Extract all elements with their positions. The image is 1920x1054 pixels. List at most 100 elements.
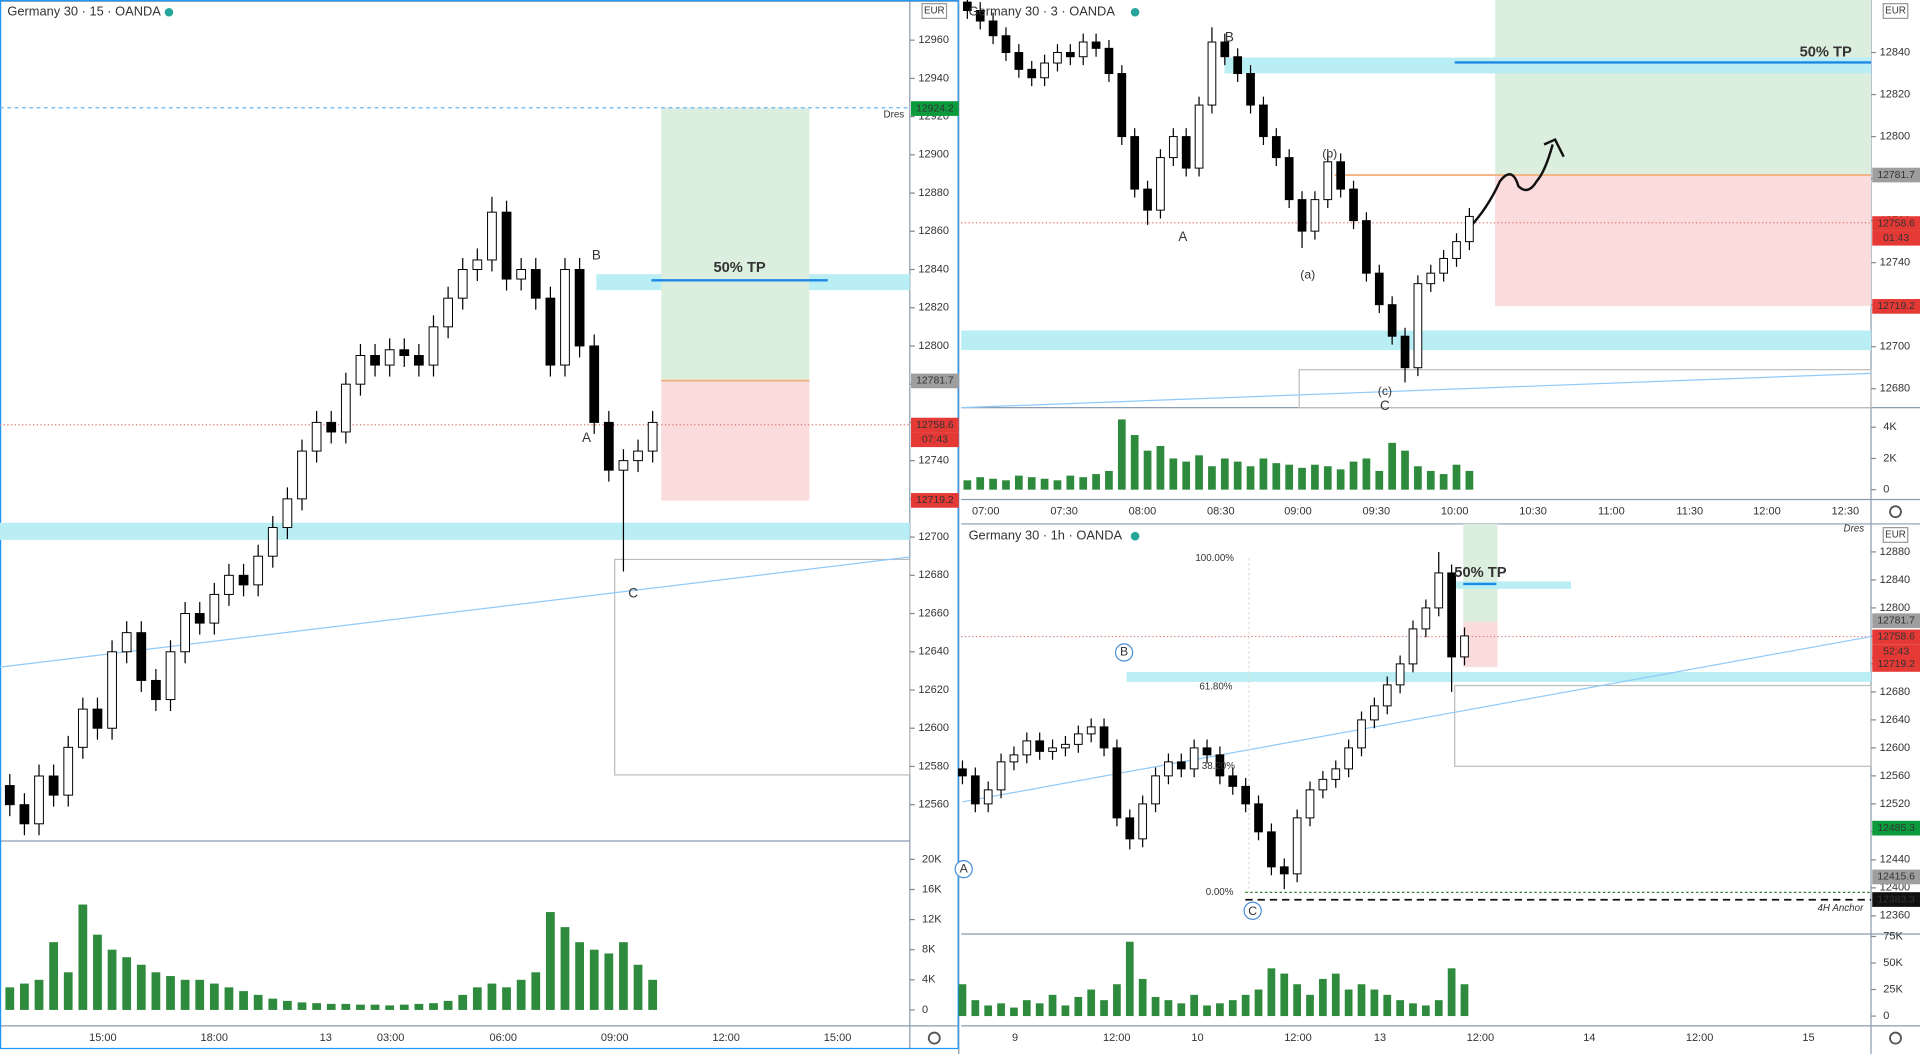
volume-bar — [1306, 994, 1314, 1017]
x-tick-label: 12:00 — [1753, 506, 1781, 518]
volume-bar — [589, 949, 599, 1010]
volume-bar — [648, 979, 658, 1010]
candle-body — [121, 632, 132, 653]
candle-body — [1292, 817, 1302, 875]
volume-bar — [224, 987, 234, 1010]
volume-bar — [1087, 989, 1096, 1017]
candle-body — [267, 527, 278, 557]
volume-bar — [268, 998, 278, 1010]
volume-bar — [34, 979, 44, 1010]
candle-body — [428, 326, 439, 366]
y-tick-label: 12620 — [918, 684, 949, 696]
volume-bar — [1216, 1003, 1224, 1017]
y-tick-label: 12740 — [918, 455, 949, 467]
candle-body — [1207, 41, 1217, 106]
drawing — [1224, 57, 1872, 74]
volume-bar — [1414, 466, 1422, 490]
candle-body — [1297, 199, 1307, 232]
volume-bar — [1422, 1005, 1430, 1017]
candle-body — [1176, 761, 1186, 770]
price-marker — [1872, 629, 1920, 645]
drawing — [0, 522, 910, 540]
settings-button[interactable] — [1889, 1031, 1902, 1045]
candle-body — [1189, 747, 1199, 770]
countdown-box — [1872, 644, 1920, 659]
drawing — [661, 380, 810, 501]
volume-bar — [312, 1003, 321, 1010]
candle-body — [209, 593, 220, 624]
volume-bar — [958, 984, 967, 1017]
candle-body — [516, 269, 527, 280]
candle-body — [1202, 747, 1212, 756]
volume-bar — [122, 957, 132, 1010]
volume-bar — [166, 976, 175, 1010]
volume-bar — [1208, 466, 1216, 490]
volume-bar — [560, 927, 570, 1010]
candle-body — [1460, 635, 1469, 658]
x-tick-label: 12:00 — [1103, 1032, 1131, 1044]
candle-body — [1439, 257, 1448, 274]
volume-bar — [1195, 455, 1203, 490]
candle-body — [282, 498, 293, 529]
annotation: C — [628, 585, 638, 600]
volume-bar — [253, 994, 263, 1010]
y-tick-label: 12900 — [918, 149, 949, 161]
candle-body — [1349, 188, 1358, 222]
volume-bar — [1220, 458, 1229, 490]
candle-body — [1254, 803, 1263, 833]
x-tick-label: 9 — [1012, 1032, 1018, 1044]
candle-body — [1040, 62, 1049, 79]
y-tick-label: 12640 — [918, 646, 949, 658]
candle-body — [1284, 157, 1294, 201]
candle-body — [1331, 768, 1341, 780]
y-tick-label: 12740 — [1880, 257, 1911, 269]
candle-body — [970, 775, 980, 805]
volume-bar — [1014, 475, 1023, 490]
candle-body — [340, 383, 351, 433]
volume-bar — [1396, 1000, 1404, 1017]
price-marker-label: 12924.2 — [916, 103, 954, 114]
settings-button[interactable] — [927, 1031, 941, 1045]
volume-bar — [1138, 978, 1147, 1017]
drawing — [1126, 672, 1872, 682]
x-tick-label: 09:00 — [601, 1032, 629, 1044]
volume-bar — [531, 972, 541, 1010]
drawing — [1454, 684, 1872, 767]
price-marker-label: 12758.6 — [1877, 218, 1915, 229]
candle-body — [1233, 56, 1243, 75]
candle-body — [1434, 572, 1444, 609]
candle-body — [1310, 199, 1320, 232]
x-tick-label: 13 — [1374, 1032, 1386, 1044]
volume-bar — [1100, 1000, 1108, 1017]
drawing — [1463, 523, 1498, 622]
status-dot — [1130, 531, 1140, 541]
volume-bar — [1169, 458, 1178, 490]
volume-tick-label: 75K — [1883, 930, 1903, 942]
volume-bar — [1203, 1005, 1211, 1017]
x-tick-label: 09:30 — [1363, 506, 1391, 518]
countdown: 07:43 — [922, 435, 948, 446]
candle-body — [151, 679, 161, 701]
volume-bar — [195, 979, 205, 1010]
price-marker — [911, 493, 959, 508]
candle-body — [1073, 733, 1083, 745]
countdown-box — [1872, 230, 1920, 246]
volume-tick-label: 8K — [922, 944, 936, 956]
volume-bar — [1254, 989, 1263, 1017]
currency: EUR — [1885, 6, 1906, 17]
y-tick-label: 12560 — [918, 799, 949, 811]
volume-bar — [107, 949, 117, 1010]
volume-bar — [458, 994, 468, 1010]
annotation: B — [1225, 30, 1234, 45]
y-tick-label: 12880 — [918, 187, 949, 199]
candle-body — [19, 804, 30, 825]
volume-bar — [487, 983, 497, 1010]
candle-body — [107, 651, 117, 729]
volume-bar — [20, 983, 29, 1010]
drawing — [1243, 901, 1262, 920]
volume-bar — [1053, 480, 1062, 490]
settings-button[interactable] — [1889, 505, 1902, 519]
volume-tick-label: 20K — [922, 853, 942, 865]
candle-body — [180, 613, 190, 653]
volume-bar — [1465, 470, 1474, 490]
